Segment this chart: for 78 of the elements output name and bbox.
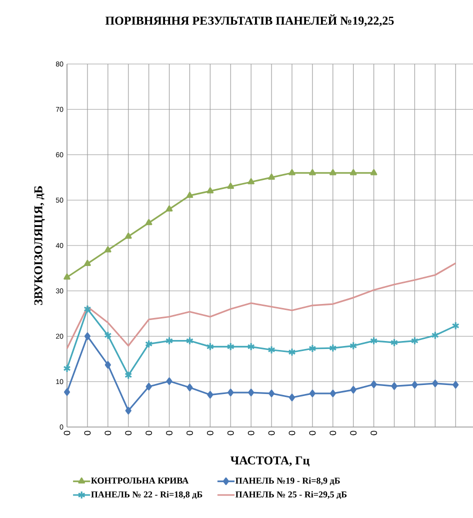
x-tick-label: 0 [309,430,316,436]
point [186,192,194,198]
x-tick-label: 0 [64,430,70,436]
x-tick-label: 0 [166,430,172,436]
x-tick-label: 0 [268,430,275,436]
x-tick-label: 0 [104,430,112,436]
point [124,232,132,239]
point [309,390,316,398]
point [350,169,357,176]
point [207,390,214,399]
point [308,344,316,353]
point [166,205,173,212]
point [247,342,255,351]
point [432,380,438,388]
point [350,341,358,350]
point [186,384,193,392]
point [186,336,194,346]
x-tick-label: 0 [206,430,214,436]
x-tick-label: 0 [330,430,336,436]
point [412,381,418,389]
point [370,169,378,176]
point [370,380,377,388]
point [84,332,91,340]
x-axis-title: ЧАСТОТА, Гц [230,456,310,466]
point [268,174,275,180]
point [165,336,174,346]
chart-title: ПОРІВНЯННЯ РЕЗУЛЬТАТІВ ПАНЕЛЕЙ №19,22,25 [105,14,394,26]
point [146,382,152,390]
point [144,340,153,348]
x-tick-label: 0 [125,430,132,436]
point [288,169,296,176]
point [391,382,398,390]
y-axis-title: ЗВУКОІЗОЛЯЦІЯ, дБ [34,186,45,305]
point [268,390,275,398]
x-tick-label: 0 [146,430,152,436]
x-tick-label: 0 [84,430,91,436]
legend-label: ПАНЕЛЬ №19 - Ri=8,9 дБ [235,477,340,486]
x-tick-label: 0 [227,430,234,436]
point [288,348,296,356]
line-series [66,262,456,350]
point [64,388,70,396]
point [248,388,254,396]
point [248,178,254,184]
point [104,331,112,340]
point [268,346,276,354]
point [370,336,378,346]
point [410,336,419,346]
point [104,246,112,252]
point [330,169,336,176]
point [329,344,337,352]
point [288,394,296,402]
point [228,388,234,396]
point [226,342,234,351]
point [350,386,356,394]
point [431,331,439,340]
x-tick-label: 0 [248,430,254,436]
point [64,273,70,280]
legend-label: КОНТРОЛЬНА КРИВА [91,478,189,484]
x-tick-label: 0 [288,430,296,436]
x-tick-label: 0 [370,430,377,436]
legend-label: ПАНЕЛЬ № 22 - Ri=18,8 дБ [91,491,202,499]
x-tick-label: 0 [186,430,193,436]
point [206,342,214,351]
point [309,169,316,176]
point [125,406,132,414]
point [84,260,91,266]
point [227,182,234,189]
point [330,390,336,398]
point [206,187,214,194]
legend-label: ПАНЕЛЬ № 25 - Ri=29,5 дБ [235,491,347,499]
point [166,377,172,385]
point [145,219,152,226]
point [84,304,92,314]
point [390,338,398,347]
point [452,381,459,389]
point [124,370,132,380]
x-tick-label: 0 [350,430,357,436]
point [104,361,111,369]
